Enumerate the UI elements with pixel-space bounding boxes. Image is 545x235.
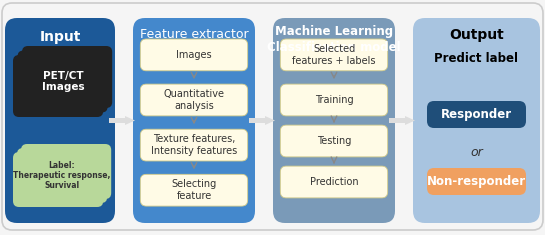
Text: Output: Output [449, 28, 504, 42]
FancyBboxPatch shape [140, 39, 247, 71]
Text: Non-responder: Non-responder [427, 175, 526, 188]
Text: PET/CT
Images: PET/CT Images [41, 71, 84, 92]
FancyBboxPatch shape [21, 144, 111, 199]
Text: Responder: Responder [441, 108, 512, 121]
FancyBboxPatch shape [427, 101, 526, 128]
Text: Input: Input [39, 30, 81, 44]
Polygon shape [125, 116, 135, 125]
FancyBboxPatch shape [140, 174, 247, 206]
FancyBboxPatch shape [2, 3, 543, 230]
Text: Texture features,
Intensity features: Texture features, Intensity features [151, 134, 237, 156]
FancyBboxPatch shape [389, 118, 405, 123]
Text: Images: Images [176, 50, 212, 60]
FancyBboxPatch shape [133, 18, 255, 223]
FancyBboxPatch shape [413, 18, 540, 223]
FancyBboxPatch shape [109, 118, 125, 123]
Text: Predict label: Predict label [434, 52, 518, 65]
Text: Feature extractor: Feature extractor [140, 28, 249, 41]
FancyBboxPatch shape [280, 125, 387, 157]
FancyBboxPatch shape [427, 168, 526, 195]
FancyBboxPatch shape [280, 166, 387, 198]
Text: Machine Learning
Classification model: Machine Learning Classification model [267, 25, 401, 54]
Text: Quantitative
analysis: Quantitative analysis [164, 89, 225, 111]
Text: or: or [470, 146, 483, 160]
FancyBboxPatch shape [13, 55, 103, 117]
Text: Selected
features + labels: Selected features + labels [292, 44, 376, 66]
FancyBboxPatch shape [140, 129, 247, 161]
FancyBboxPatch shape [280, 84, 387, 116]
Text: Label:
Therapeutic response,
Survival: Label: Therapeutic response, Survival [13, 161, 111, 190]
FancyBboxPatch shape [17, 51, 108, 113]
FancyBboxPatch shape [13, 152, 103, 207]
FancyBboxPatch shape [140, 84, 247, 116]
FancyBboxPatch shape [5, 18, 115, 223]
FancyBboxPatch shape [17, 148, 107, 203]
Polygon shape [405, 116, 415, 125]
FancyBboxPatch shape [249, 118, 265, 123]
Text: Prediction: Prediction [310, 177, 358, 187]
Text: Selecting
feature: Selecting feature [171, 179, 216, 201]
Text: Training: Training [314, 95, 353, 105]
Text: Testing: Testing [317, 136, 351, 146]
FancyBboxPatch shape [22, 46, 112, 108]
FancyBboxPatch shape [273, 18, 395, 223]
FancyBboxPatch shape [280, 39, 387, 71]
Polygon shape [265, 116, 275, 125]
